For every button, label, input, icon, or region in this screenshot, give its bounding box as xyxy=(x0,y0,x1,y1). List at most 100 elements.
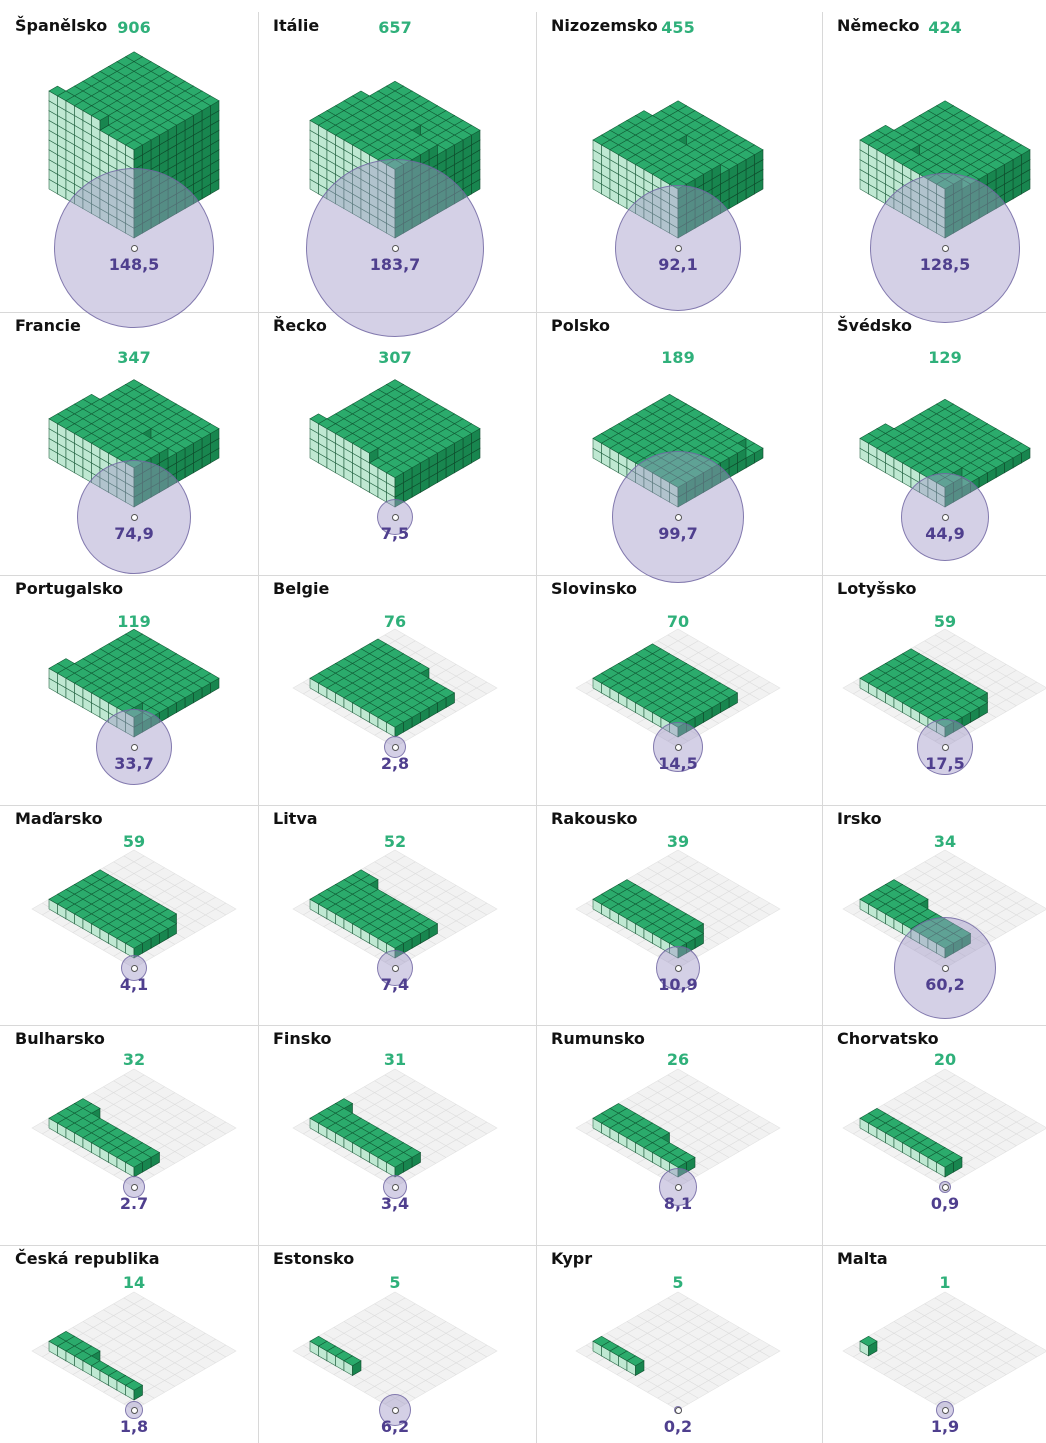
cube-top-face xyxy=(107,71,127,82)
cube-top-face xyxy=(82,85,101,97)
cube-left-face xyxy=(360,139,370,156)
cube-left-face xyxy=(437,134,447,151)
cube-top-face xyxy=(82,144,101,156)
cube-left-face xyxy=(420,114,430,131)
cube-left-face xyxy=(99,149,109,166)
cube-top-face xyxy=(107,139,127,151)
cube-right-face xyxy=(193,159,203,175)
cube-top-face xyxy=(141,61,161,72)
cube-top-face xyxy=(90,129,110,141)
cube-left-face xyxy=(386,134,396,151)
cube-right-face xyxy=(694,154,704,170)
cube-top-face xyxy=(167,105,186,116)
cube-left-face xyxy=(360,139,370,156)
count-label: 657 xyxy=(378,18,412,37)
cube-left-face xyxy=(159,105,169,121)
cube-top-face xyxy=(326,154,345,165)
cube-right-face xyxy=(91,129,101,146)
cube-top-face xyxy=(175,159,195,170)
cube-right-face xyxy=(454,129,464,146)
cube-left-face xyxy=(369,134,379,151)
cube-left-face xyxy=(428,149,438,166)
cube-right-face xyxy=(193,168,203,185)
cube-left-face xyxy=(167,90,177,107)
cube-right-face xyxy=(326,144,336,161)
cube-right-face xyxy=(116,154,126,170)
cube-left-face xyxy=(176,124,186,141)
cube-left-face xyxy=(369,134,379,151)
cube-right-face xyxy=(133,124,143,141)
cube-top-face xyxy=(351,149,371,160)
cube-left-face xyxy=(411,129,421,146)
cube-top-face xyxy=(141,80,161,92)
cube-left-face xyxy=(142,144,152,161)
cube-left-face xyxy=(142,124,152,141)
cube-right-face xyxy=(352,100,362,117)
cube-right-face xyxy=(184,105,194,121)
cube-top-face xyxy=(90,110,110,121)
cube-right-face xyxy=(360,134,370,151)
cube-top-face xyxy=(48,144,67,156)
cube-left-face xyxy=(116,149,126,166)
cube-top-face xyxy=(158,149,178,160)
cube-right-face xyxy=(91,159,101,175)
cube-left-face xyxy=(609,168,619,185)
cube-top-face xyxy=(158,139,178,151)
cube-right-face xyxy=(159,100,169,117)
cube-left-face xyxy=(116,100,126,117)
cube-right-face xyxy=(369,119,379,136)
cube-left-face xyxy=(309,129,319,146)
cube-right-face xyxy=(343,105,353,121)
cube-right-face xyxy=(133,144,143,161)
cube-left-face xyxy=(326,159,336,175)
cube-left-face xyxy=(142,95,152,112)
cube-top-face xyxy=(141,90,161,102)
cube-right-face xyxy=(437,129,447,146)
cube-left-face xyxy=(159,154,169,170)
cube-right-face xyxy=(210,149,220,166)
cube-right-face xyxy=(108,110,118,126)
cube-top-face xyxy=(368,120,388,131)
cube-left-face xyxy=(74,144,84,161)
cube-left-face xyxy=(626,159,636,175)
cube-left-face xyxy=(394,129,404,146)
cube-left-face xyxy=(159,154,169,170)
cube-top-face xyxy=(90,120,110,131)
cube-top-face xyxy=(65,164,84,175)
cube-right-face xyxy=(176,149,186,166)
cube-left-face xyxy=(133,61,143,77)
cube-left-face xyxy=(377,139,387,156)
cube-right-face xyxy=(116,75,126,92)
cube-left-face xyxy=(108,75,118,92)
cube-left-face xyxy=(193,134,203,151)
cube-left-face xyxy=(360,129,370,146)
cube-left-face xyxy=(108,144,118,161)
cube-right-face xyxy=(108,80,118,97)
cube-right-face xyxy=(193,149,203,166)
cube-right-face xyxy=(201,114,211,131)
cube-right-face xyxy=(125,129,135,146)
cube-left-face xyxy=(65,149,75,166)
cube-top-face xyxy=(150,144,169,156)
cube-top-face xyxy=(677,173,696,185)
cube-top-face xyxy=(377,105,396,116)
cube-top-face xyxy=(150,134,169,146)
cube-top-face xyxy=(150,154,169,165)
cube-right-face xyxy=(150,144,160,161)
cube-right-face xyxy=(343,114,353,131)
cube-right-face xyxy=(74,168,84,185)
cube-top-face xyxy=(368,120,388,131)
cube-left-face xyxy=(176,95,186,112)
cube-left-face xyxy=(108,144,118,161)
cube-top-face xyxy=(167,95,186,107)
cube-left-face xyxy=(91,114,101,131)
cube-top-face xyxy=(192,129,212,141)
cube-right-face xyxy=(82,85,92,102)
cube-left-face xyxy=(335,114,345,131)
cube-top-face xyxy=(141,80,161,92)
cube-right-face xyxy=(91,90,101,107)
cube-left-face xyxy=(133,129,143,146)
cube-top-face xyxy=(56,120,76,131)
column-divider xyxy=(536,12,537,1443)
cube-right-face xyxy=(108,129,118,146)
